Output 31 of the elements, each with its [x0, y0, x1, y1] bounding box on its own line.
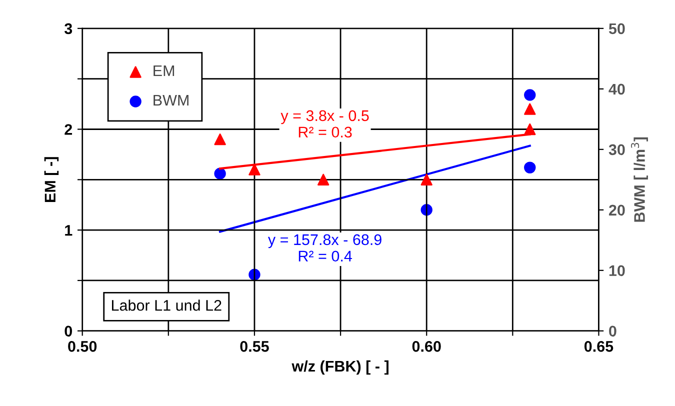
x-axis-title: w/z (FBK) [ - ]: [292, 360, 388, 375]
point: [524, 103, 536, 115]
point: [248, 164, 260, 176]
y-tick-label: 3: [64, 23, 72, 34]
y2-tick-label: 30: [608, 144, 625, 156]
x-tick-label: 0.65: [584, 341, 614, 352]
y-axis-title: EM [ -]: [44, 157, 59, 202]
point: [317, 174, 330, 186]
point: [524, 123, 536, 136]
y-tick-label: 1: [65, 225, 72, 236]
x-tick-label: 0.60: [412, 341, 441, 352]
point: [524, 162, 536, 174]
point: [420, 174, 432, 186]
y2-tick-label: 40: [608, 84, 625, 95]
point: [524, 89, 536, 101]
x-tick-label: 0.55: [240, 341, 269, 352]
y2-tick-label: 10: [609, 265, 625, 276]
y-tick-label: 2: [64, 124, 72, 135]
annotation: Labor L1 und L2: [112, 300, 222, 311]
annotation: y = 3.8x - 0.5 R² = 0.3: [280, 110, 369, 138]
y2-axis-title: BWM [ l/m$^{3}$]: [630, 137, 648, 222]
legend-label: BWM: [154, 94, 188, 106]
y2-tick-label: 0: [609, 326, 616, 337]
y2-tick-label: 20: [608, 204, 625, 216]
y2-tick-label: 50: [608, 23, 625, 34]
y-tick-label: 0: [64, 326, 72, 337]
point: [214, 133, 226, 146]
point: [214, 168, 226, 180]
annotation: y = 157.8x - 68.9 R² = 0.4: [268, 234, 382, 262]
x-tick-label: 0.50: [68, 341, 97, 352]
legend-label: EM: [154, 65, 174, 76]
